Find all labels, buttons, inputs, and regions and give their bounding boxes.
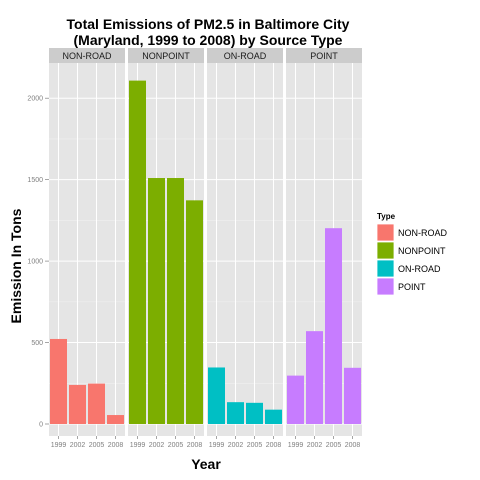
bar-non-road-1999: [50, 338, 67, 424]
x-tick-label: 1999: [130, 442, 146, 449]
x-axis-title: Year: [191, 456, 221, 472]
facet-panel-nonpoint: NONPOINT: [128, 48, 204, 436]
chart-title-line-2: (Maryland, 1999 to 2008) by Source Type: [74, 32, 343, 48]
facet-panel-on-road: ON-ROAD: [207, 48, 283, 436]
x-tick-label: 2008: [345, 442, 361, 449]
legend-key-nonpoint: [376, 241, 395, 260]
facet-panels: NON-ROAD NONPOINT ON-ROAD POINT: [49, 48, 362, 436]
x-tick-label: 2005: [89, 442, 105, 449]
bar-on-road-1999: [208, 367, 225, 424]
x-tick-label: 1999: [209, 442, 225, 449]
x-tick-label: 2008: [108, 442, 124, 449]
x-tick-label: 2005: [247, 442, 263, 449]
bar-nonpoint-2008: [186, 200, 203, 424]
x-axis-ticks: 1999 2002 2005 2008 1999 2002 2005 2008 1999 2002…: [51, 436, 361, 449]
facet-panel-point: POINT: [286, 48, 362, 436]
facet-strip-label: NONPOINT: [142, 51, 190, 61]
facet-panel-non-road: NON-ROAD: [49, 48, 125, 436]
x-tick-label: 2002: [149, 442, 165, 449]
facet-strip: [128, 48, 204, 63]
legend: Type NON-ROAD NONPOINT ON-ROAD POINT: [376, 212, 447, 296]
x-tick-label: 2002: [228, 442, 244, 449]
legend-title: Type: [377, 212, 396, 221]
bar-nonpoint-1999: [129, 80, 146, 424]
chart-title-line-1: Total Emissions of PM2.5 in Baltimore Ci…: [67, 16, 350, 32]
y-axis-title: Emission In Tons: [8, 208, 24, 323]
y-tick-label: 1500: [27, 177, 43, 184]
bar-non-road-2008: [107, 415, 124, 424]
legend-label-non-road: NON-ROAD: [398, 228, 447, 238]
y-tick-label: 500: [31, 340, 43, 347]
legend-key-non-road: [376, 223, 395, 242]
bar-point-2005: [325, 228, 342, 424]
bar-non-road-2005: [88, 383, 105, 424]
bar-point-2008: [344, 367, 361, 424]
facet-strip: [49, 48, 125, 63]
x-tick-label: 2008: [266, 442, 282, 449]
y-axis-ticks: 0 500 1000 1500 2000: [27, 96, 49, 429]
x-tick-label: 2008: [187, 442, 203, 449]
bar-nonpoint-2005: [167, 178, 184, 424]
bar-point-1999: [287, 375, 304, 424]
bar-on-road-2002: [227, 402, 244, 424]
facet-strip: [207, 48, 283, 63]
x-tick-label: 2005: [168, 442, 184, 449]
bar-non-road-2002: [69, 384, 86, 424]
y-tick-label: 0: [39, 422, 43, 429]
y-tick-label: 2000: [27, 96, 43, 103]
bar-on-road-2005: [246, 402, 263, 424]
bar-on-road-2008: [265, 409, 282, 424]
x-tick-label: 1999: [51, 442, 67, 449]
facet-strip: [286, 48, 362, 63]
y-tick-label: 1000: [27, 259, 43, 266]
legend-label-nonpoint: NONPOINT: [398, 246, 446, 256]
x-tick-label: 2002: [307, 442, 323, 449]
legend-key-on-road: [376, 259, 395, 278]
facet-strip-label: POINT: [310, 51, 338, 61]
x-tick-label: 2005: [326, 442, 342, 449]
x-tick-label: 1999: [288, 442, 304, 449]
bar-point-2002: [306, 331, 323, 424]
legend-label-on-road: ON-ROAD: [398, 264, 441, 274]
facet-strip-label: NON-ROAD: [63, 51, 112, 61]
x-tick-label: 2002: [70, 442, 86, 449]
legend-label-point: POINT: [398, 282, 426, 292]
legend-key-point: [376, 277, 395, 296]
facet-strip-label: ON-ROAD: [224, 51, 267, 61]
bar-nonpoint-2002: [148, 178, 165, 424]
